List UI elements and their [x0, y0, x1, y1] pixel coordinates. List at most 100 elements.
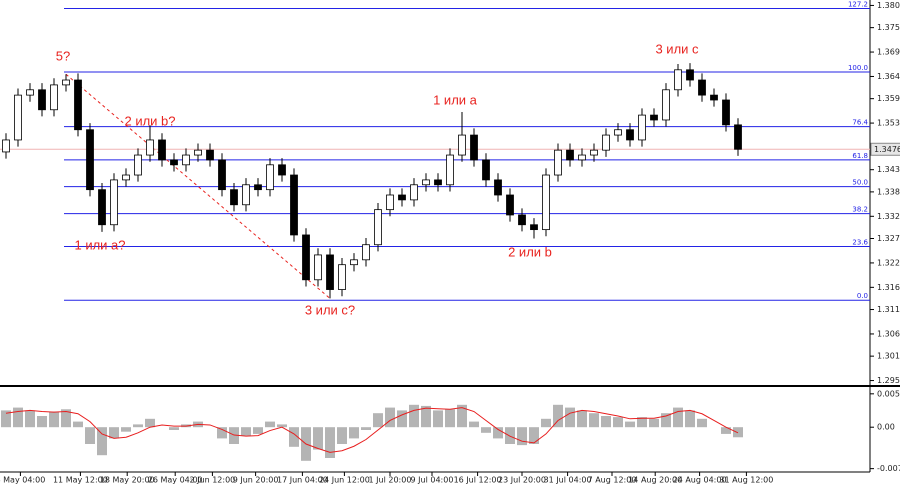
- macd-bar: [481, 427, 491, 433]
- candle-body: [506, 194, 514, 216]
- macd-bar: [325, 427, 335, 458]
- candle-body: [698, 79, 706, 96]
- candle-body: [266, 164, 274, 191]
- fib-label: 23.6: [852, 238, 868, 246]
- macd-bar: [169, 427, 179, 430]
- macd-bar: [253, 427, 263, 434]
- macd-bar: [373, 413, 383, 428]
- macd-bar: [649, 418, 659, 428]
- candle-body: [482, 159, 490, 181]
- candle-body: [710, 94, 718, 101]
- candle-body: [230, 189, 238, 206]
- macd-tick-label: -0.00740: [877, 464, 900, 473]
- macd-bar: [133, 424, 143, 428]
- y-tick-label: 1.3220: [877, 258, 900, 267]
- macd-bar: [1, 410, 11, 428]
- candle-body: [542, 174, 550, 231]
- candle-body: [314, 254, 322, 281]
- macd-tick-label: 0.00596: [877, 389, 900, 398]
- x-tick-label: 31 Jul 04:00: [544, 476, 592, 485]
- candle-body: [626, 129, 634, 141]
- macd-bar: [229, 427, 239, 444]
- macd-bar: [661, 413, 671, 428]
- candle-body: [422, 179, 430, 186]
- macd-bar: [277, 424, 287, 428]
- candle-body: [326, 254, 334, 290]
- candle-body: [362, 244, 370, 261]
- macd-bar: [541, 418, 551, 428]
- candle-body: [38, 89, 46, 111]
- candle-body: [14, 94, 22, 141]
- x-tick-label: 9 Jun 20:00: [233, 476, 279, 485]
- wave-annotation: 1 или a: [433, 92, 478, 107]
- y-tick-label: 1.3535: [877, 119, 900, 128]
- x-tick-label: 31 Aug 12:00: [719, 476, 773, 485]
- x-tick-label: 1 Jul 20:00: [369, 476, 412, 485]
- last-price-label: 1.3476: [874, 145, 900, 154]
- y-tick-label: 1.3165: [877, 283, 900, 292]
- last-price-box: [870, 142, 900, 156]
- candle-body: [194, 149, 202, 156]
- wave-annotation: 2 или b: [508, 244, 552, 259]
- x-tick-label: 18 May 20:00: [100, 476, 155, 485]
- candle-body: [350, 259, 358, 266]
- macd-bar: [409, 404, 419, 428]
- y-tick-label: 1.3695: [877, 48, 900, 57]
- x-tick-label: 11 May 12:00: [53, 476, 108, 485]
- x-tick-label: 7 Aug 12:00: [588, 476, 637, 485]
- candle-body: [398, 194, 406, 201]
- candle-body: [86, 129, 94, 191]
- candle-body: [410, 184, 418, 201]
- fib-label: 0.0: [857, 292, 868, 300]
- candle-body: [734, 124, 742, 150]
- candle-body: [518, 214, 526, 226]
- candle-body: [74, 79, 82, 131]
- fib-label: 38.2: [852, 206, 868, 214]
- y-tick-label: 1.3275: [877, 234, 900, 243]
- macd-bar: [493, 427, 503, 439]
- candle-body: [434, 179, 442, 186]
- candle-body: [686, 69, 694, 81]
- macd-bar: [49, 411, 59, 428]
- macd-bar: [529, 427, 539, 444]
- wave-annotation: 1 или a?: [74, 237, 125, 252]
- macd-bar: [673, 407, 683, 428]
- candle-body: [206, 149, 214, 161]
- macd-bar: [61, 409, 71, 428]
- candle-body: [650, 114, 658, 121]
- macd-bar: [397, 410, 407, 428]
- candle-body: [2, 139, 10, 153]
- y-tick-label: 1.3010: [877, 352, 900, 361]
- macd-bar: [589, 413, 599, 428]
- y-tick-label: 1.3325: [877, 212, 900, 221]
- macd-bar: [385, 407, 395, 428]
- candle-body: [98, 189, 106, 226]
- candle-body: [446, 154, 454, 186]
- macd-bar: [289, 427, 299, 447]
- macd-bar: [97, 427, 107, 456]
- x-tick-label: 16 Jul 12:00: [454, 476, 502, 485]
- candle-body: [458, 134, 466, 156]
- x-tick-label: 4 May 04:00: [0, 476, 45, 485]
- wave-annotation: 3 или c: [655, 41, 699, 56]
- candle-body: [134, 154, 142, 176]
- candle-body: [554, 149, 562, 176]
- macd-bar: [721, 427, 731, 434]
- fib-label: 127.2: [848, 1, 868, 9]
- wave-annotation: 2 или b?: [124, 113, 175, 128]
- x-tick-label: 17 Jun 04:00: [277, 476, 328, 485]
- macd-bar: [421, 405, 431, 428]
- macd-bar: [433, 410, 443, 428]
- macd-bar: [637, 417, 647, 428]
- x-tick-label: 23 Jul 20:00: [498, 476, 546, 485]
- candle-body: [26, 89, 34, 96]
- candle-body: [662, 89, 670, 121]
- macd-tick-label: 0.00: [877, 423, 895, 432]
- candle-body: [674, 69, 682, 91]
- y-tick-label: 1.3430: [877, 165, 900, 174]
- macd-bar: [337, 427, 347, 444]
- x-tick-label: 24 Jun 12:00: [319, 476, 370, 485]
- fib-label: 76.4: [852, 119, 868, 127]
- x-tick-label: 24 Aug 04:00: [673, 476, 727, 485]
- macd-bar: [553, 404, 563, 428]
